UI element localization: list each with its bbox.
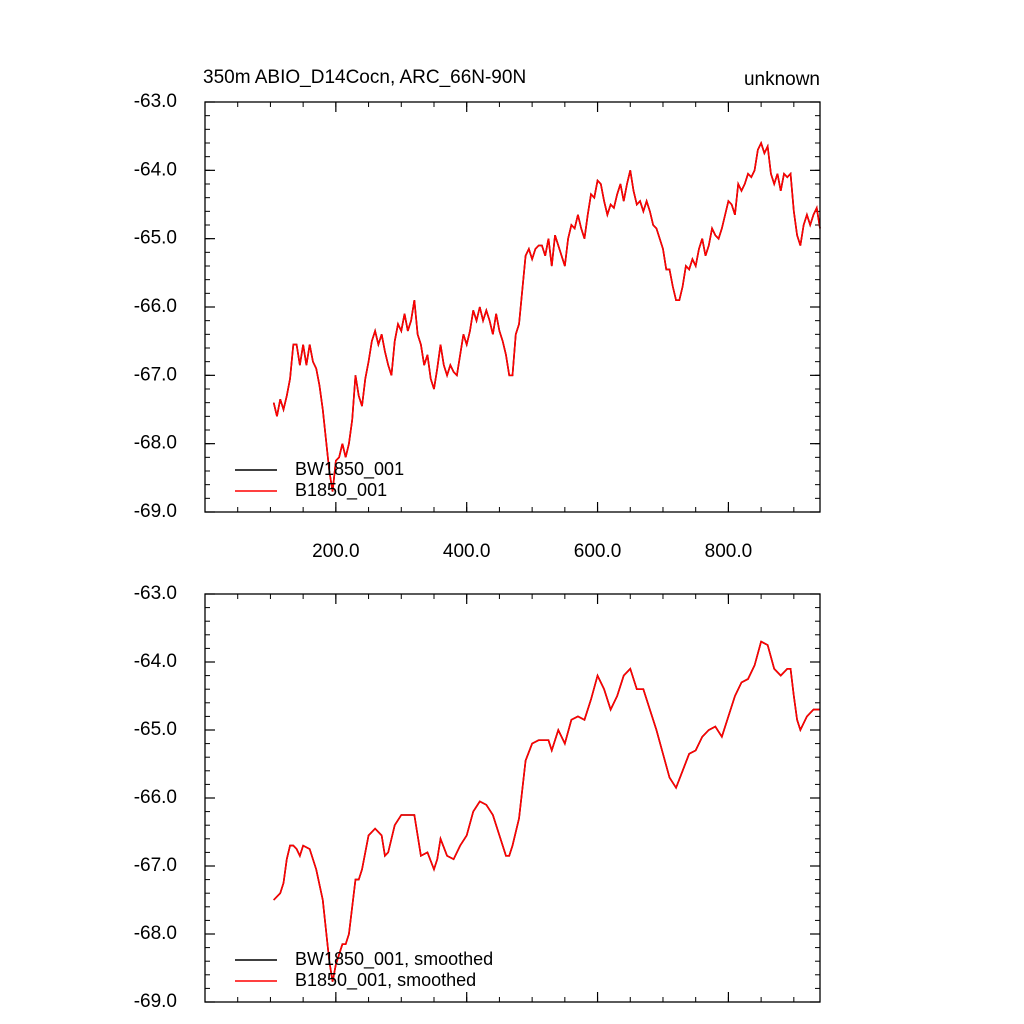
y-tick-label: -65.0 (134, 719, 177, 740)
y-tick-label: -66.0 (134, 787, 177, 808)
legend-label: B1850_001, smoothed (295, 970, 476, 991)
x-tick-label: 800.0 (705, 541, 753, 562)
data-line (272, 140, 821, 492)
data-line (272, 140, 821, 492)
y-tick-label: -65.0 (134, 228, 177, 249)
y-tick-label: -67.0 (134, 855, 177, 876)
legend-label: BW1850_001 (295, 459, 404, 480)
y-tick-label: -68.0 (134, 433, 177, 454)
y-tick-label: -66.0 (134, 296, 177, 317)
chart-subtitle: unknown (744, 69, 820, 90)
y-tick-label: -64.0 (134, 159, 177, 180)
x-tick-label: 400.0 (443, 541, 491, 562)
y-tick-label: -69.0 (134, 991, 177, 1012)
data-line (273, 640, 820, 982)
y-tick-label: -69.0 (134, 501, 177, 522)
y-tick-label: -68.0 (134, 923, 177, 944)
y-tick-label: -67.0 (134, 364, 177, 385)
y-tick-label: -63.0 (134, 583, 177, 604)
x-tick-label: 600.0 (574, 541, 622, 562)
chart-title: 350m ABIO_D14Cocn, ARC_66N-90N (203, 67, 526, 88)
x-tick-label: 200.0 (312, 541, 360, 562)
plot-frame (204, 101, 821, 513)
y-tick-label: -64.0 (134, 651, 177, 672)
data-line (273, 640, 820, 982)
legend-label: B1850_001 (295, 480, 387, 501)
plot-frame (204, 593, 821, 1003)
y-tick-label: -63.0 (134, 91, 177, 112)
legend-label: BW1850_001, smoothed (295, 949, 493, 970)
